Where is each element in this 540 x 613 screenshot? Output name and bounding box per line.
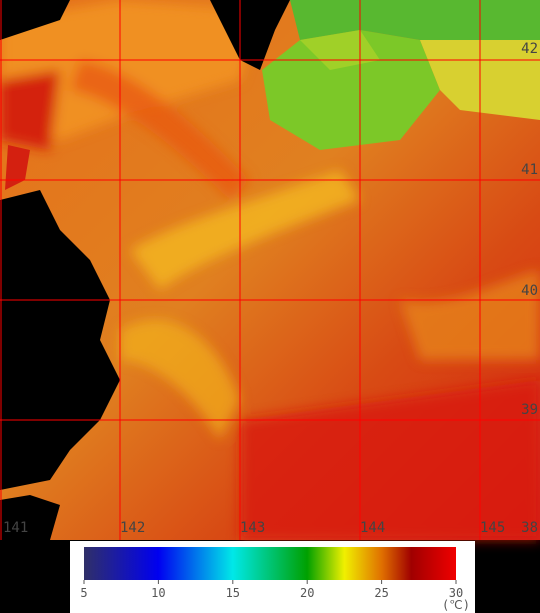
latitude-label: 41 xyxy=(521,162,538,178)
colorbar-tick-label: 20 xyxy=(300,586,314,600)
longitude-label: 145 xyxy=(480,520,505,536)
colorbar-gradient xyxy=(84,547,456,580)
sea-surface xyxy=(0,0,540,540)
longitude-label: 143 xyxy=(240,520,265,536)
latitude-label: 42 xyxy=(521,41,538,57)
colorbar: (℃) 5 10 15 20 25 30 xyxy=(70,541,475,613)
longitude-label: 141 xyxy=(3,520,28,536)
grid xyxy=(0,0,540,540)
colorbar-unit: (℃) xyxy=(442,598,470,612)
longitude-label: 142 xyxy=(120,520,145,536)
colorbar-tick-label: 15 xyxy=(226,586,240,600)
colorbar-tick-label: 5 xyxy=(80,586,87,600)
longitude-label: 144 xyxy=(360,520,385,536)
latitude-label: 40 xyxy=(521,283,538,299)
colorbar-tick-label: 25 xyxy=(374,586,388,600)
colorbar-tick-label: 30 xyxy=(449,586,463,600)
colorbar-tick-label: 10 xyxy=(151,586,165,600)
latitude-label: 38 xyxy=(521,520,538,536)
latitude-label: 39 xyxy=(521,402,538,418)
